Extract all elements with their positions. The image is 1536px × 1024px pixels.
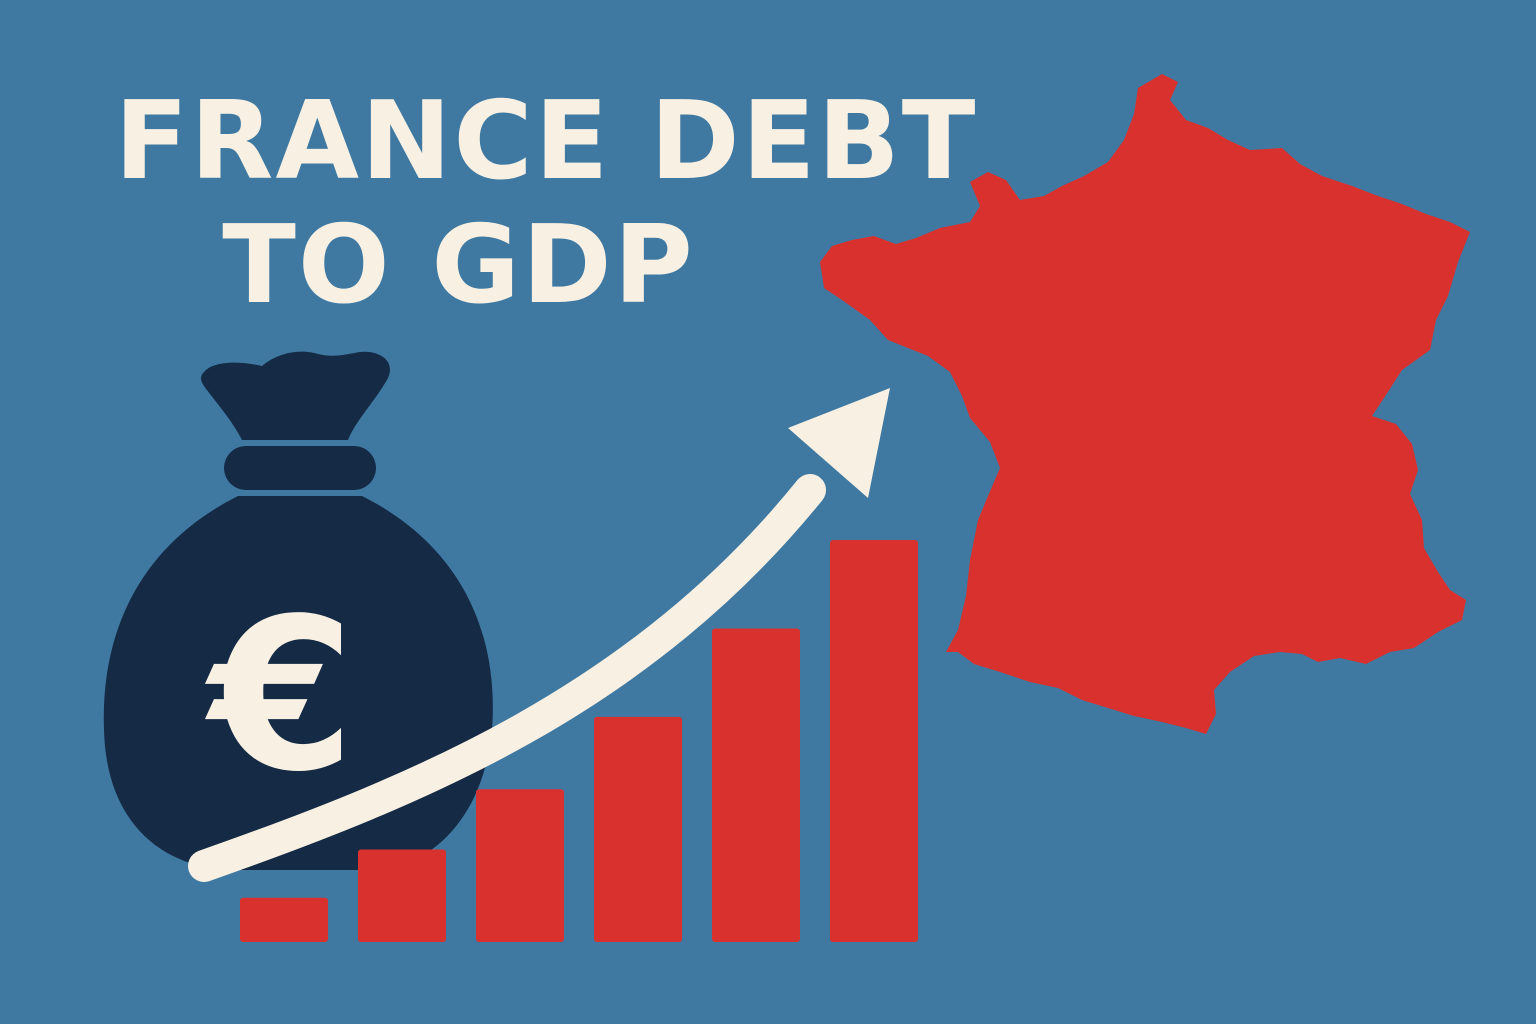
france-map <box>820 74 1470 734</box>
headline-line-1: FRANCE DEBT <box>114 79 978 204</box>
bar-6 <box>830 540 918 942</box>
bar-5 <box>712 628 800 942</box>
euro-icon: € <box>205 573 355 818</box>
bar-2 <box>358 849 446 942</box>
bar-chart <box>240 540 918 942</box>
upward-trend-arrow-icon <box>188 388 890 882</box>
bar-4 <box>594 716 682 942</box>
headline: FRANCE DEBT TO GDP <box>96 80 996 328</box>
bar-1 <box>240 897 328 942</box>
money-bag-icon: € <box>103 351 493 870</box>
headline-line-2: TO GDP <box>222 203 695 328</box>
bar-3 <box>476 789 564 942</box>
